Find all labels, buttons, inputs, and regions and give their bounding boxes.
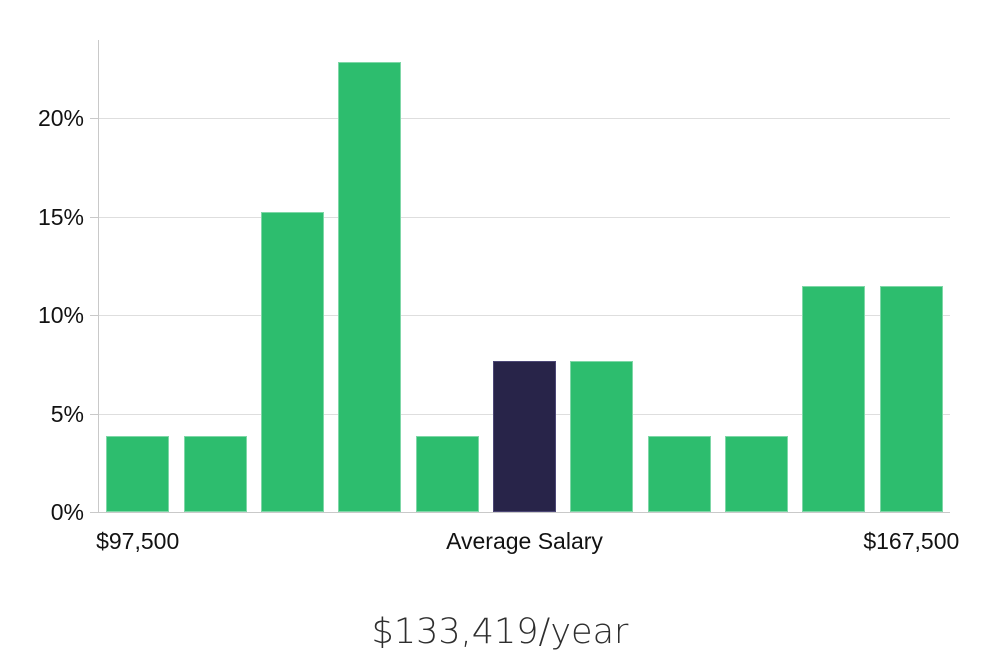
x-axis-label: $97,500 bbox=[96, 528, 180, 554]
y-axis-tick-label: 20% bbox=[37, 105, 84, 131]
histogram-bar bbox=[183, 436, 247, 512]
histogram-bar bbox=[338, 61, 402, 512]
x-axis-label: Average Salary bbox=[446, 528, 603, 554]
x-axis-label: $167,500 bbox=[863, 528, 960, 554]
gridline bbox=[99, 216, 950, 218]
histogram-bar bbox=[106, 436, 170, 512]
y-axis-tick bbox=[90, 315, 99, 316]
y-axis-tick bbox=[90, 512, 99, 513]
histogram-bar bbox=[879, 286, 943, 512]
histogram-bar-highlighted bbox=[493, 361, 556, 512]
y-axis-tick-label: 0% bbox=[50, 499, 84, 525]
gridline bbox=[99, 315, 950, 316]
y-axis-tick-label: 5% bbox=[50, 400, 84, 427]
y-axis-tick bbox=[90, 216, 99, 218]
histogram-bar bbox=[415, 436, 479, 512]
histogram-bar bbox=[725, 436, 789, 512]
histogram-bar bbox=[260, 211, 324, 512]
average-salary-title: $133,419/year bbox=[371, 612, 629, 652]
histogram-bar bbox=[570, 361, 634, 512]
x-axis-line bbox=[99, 512, 950, 513]
y-axis-tick bbox=[90, 118, 99, 119]
histogram-bar bbox=[647, 436, 711, 512]
y-axis-tick-label: 15% bbox=[37, 203, 84, 230]
y-axis-tick-label: 10% bbox=[37, 302, 84, 328]
y-axis-line bbox=[98, 40, 99, 512]
histogram-bar bbox=[802, 286, 866, 512]
gridline bbox=[99, 118, 950, 119]
y-axis-tick bbox=[90, 413, 99, 415]
